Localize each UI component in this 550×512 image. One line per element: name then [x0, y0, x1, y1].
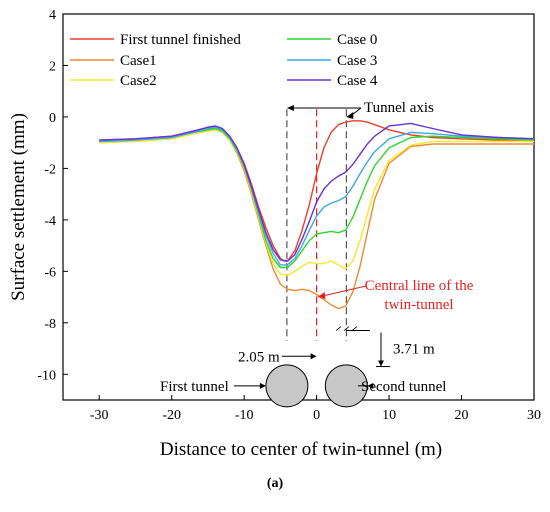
y-tick-label: -8: [44, 317, 56, 332]
legend: First tunnel finished Case 0 Case1 Case 3 Ca…: [70, 32, 378, 89]
series-group: [99, 120, 535, 310]
y-tick-label: 0: [49, 111, 56, 126]
series-line: [99, 127, 535, 269]
x-tick-label: 0: [313, 408, 320, 423]
x-axis-ticks: -30 -20 -10 0 10 20 30: [90, 395, 541, 423]
ground-hatch: [351, 326, 358, 331]
ground-hatch: [343, 326, 350, 331]
tunnel-axis-label: Tunnel axis: [364, 100, 434, 116]
y-tick-label: -4: [44, 214, 56, 229]
y-tick-label: -2: [44, 162, 56, 177]
first-tunnel-label: First tunnel: [160, 379, 229, 395]
legend-label: First tunnel finished: [120, 32, 241, 48]
legend-label: Case 4: [337, 73, 378, 89]
second-tunnel-label: Second tunnel: [361, 379, 446, 395]
annotations: Tunnel axis Central line of the twin-tunne…: [160, 100, 474, 408]
arrowhead: [378, 360, 384, 367]
plot-frame: [62, 13, 535, 401]
central-line-label-1: Central line of the: [365, 278, 474, 294]
arrowhead: [286, 105, 294, 111]
x-tick-label: -30: [90, 408, 109, 423]
legend-label: Case2: [120, 73, 157, 89]
figure-caption: (a): [266, 476, 284, 491]
arrowhead: [317, 292, 326, 299]
series-line: [99, 122, 535, 262]
x-tick-label: 10: [382, 408, 396, 423]
series-line: [99, 129, 534, 276]
y-axis-ticks: 4 2 0 -2 -4 -6 -8 -10: [37, 8, 68, 383]
depth-label: 3.71 m: [393, 342, 435, 358]
central-line-label-2: twin-tunnel: [384, 297, 453, 313]
central-line-arrow: [322, 285, 367, 297]
arrowhead: [310, 353, 317, 360]
y-tick-label: -6: [44, 265, 56, 280]
x-axis-label: Distance to center of twin-tunnel (m): [160, 439, 442, 460]
y-tick-label: 4: [49, 8, 56, 23]
arrowhead: [367, 382, 374, 389]
legend-label: Case 0: [337, 32, 377, 48]
x-tick-label: 30: [527, 408, 541, 423]
y-tick-label: -10: [37, 368, 56, 383]
series-line: [99, 126, 535, 266]
offset-label: 2.05 m: [238, 349, 280, 365]
ground-hatch: [335, 326, 342, 331]
legend-label: Case 3: [337, 53, 377, 69]
y-tick-label: 2: [49, 59, 56, 74]
x-tick-label: -10: [235, 408, 254, 423]
x-tick-label: 20: [455, 408, 469, 423]
reference-lines: [286, 109, 347, 341]
y-axis-label: Surface settlement (mm): [8, 113, 29, 301]
x-tick-label: -20: [162, 408, 181, 423]
legend-label: Case1: [120, 53, 157, 69]
arrowhead: [259, 382, 266, 389]
arrowhead: [346, 112, 354, 119]
first-tunnel-shape: [265, 364, 309, 408]
